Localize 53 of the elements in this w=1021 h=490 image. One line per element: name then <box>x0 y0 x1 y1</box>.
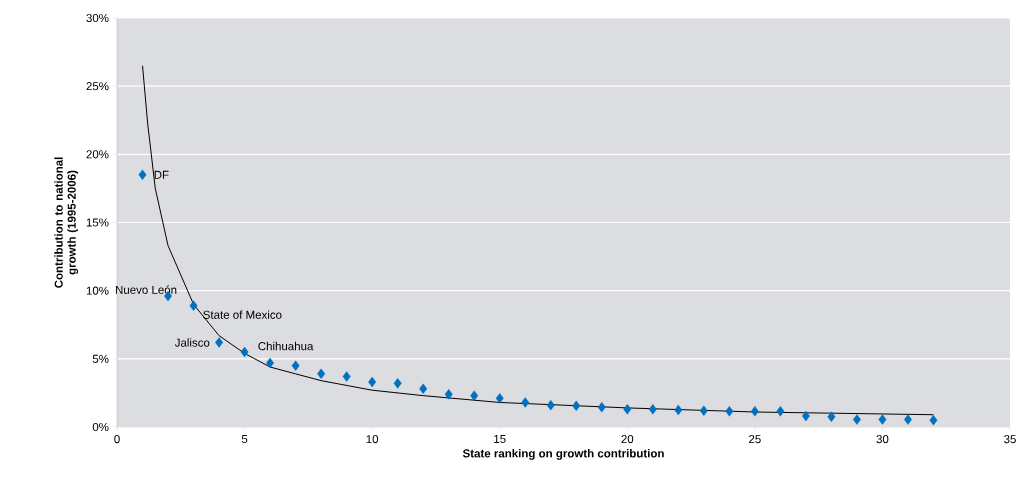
point <box>317 368 326 380</box>
point <box>240 346 249 358</box>
point <box>393 378 402 389</box>
y-tick-label: 15% <box>86 218 109 227</box>
x-tick-label: 20 <box>621 435 634 444</box>
x-axis-title: State ranking on growth contribution <box>462 449 664 460</box>
point <box>266 357 275 369</box>
point <box>495 393 504 404</box>
y-tick-label: 0% <box>92 422 109 432</box>
point <box>801 410 810 422</box>
point <box>215 337 224 348</box>
y-tick-label: 10% <box>86 286 109 295</box>
point <box>572 400 581 412</box>
point <box>878 414 887 425</box>
y-tick-label: 25% <box>86 82 109 91</box>
x-tick-label: 30 <box>876 435 889 444</box>
y-axis-title: Contribution to national growth (1995-2006) <box>54 157 79 288</box>
x-tick-label: 35 <box>1004 435 1016 444</box>
point <box>470 390 479 401</box>
point <box>750 406 759 417</box>
annotation: Nuevo León <box>115 285 177 294</box>
point <box>597 402 606 413</box>
annotation: Chihuahua <box>258 341 314 351</box>
point <box>189 300 198 311</box>
y-tick-label: 20% <box>86 150 109 159</box>
y-tick-label: 5% <box>92 354 109 363</box>
annotation: DF <box>154 170 169 179</box>
point <box>648 404 657 415</box>
point <box>852 414 861 425</box>
point <box>776 406 785 417</box>
point <box>291 360 300 371</box>
point <box>623 404 632 415</box>
point <box>699 405 708 416</box>
x-tick-label: 10 <box>366 435 379 444</box>
annotation: Jalisco <box>174 338 210 347</box>
y-tick-label: 30% <box>86 13 109 23</box>
point <box>521 397 530 408</box>
point <box>904 414 912 425</box>
x-tick-label: 25 <box>749 435 761 444</box>
point <box>419 383 428 395</box>
point <box>342 371 351 382</box>
point <box>138 169 147 180</box>
x-tick-label: 0 <box>114 435 120 444</box>
point <box>444 389 453 400</box>
x-tick-label: 15 <box>494 435 506 444</box>
point <box>368 376 377 388</box>
point <box>546 399 555 411</box>
annotation: State of Mexico <box>203 310 282 319</box>
point <box>827 411 836 422</box>
point <box>725 406 734 417</box>
point <box>674 404 683 416</box>
x-tick-label: 5 <box>241 435 248 444</box>
point <box>929 414 938 426</box>
